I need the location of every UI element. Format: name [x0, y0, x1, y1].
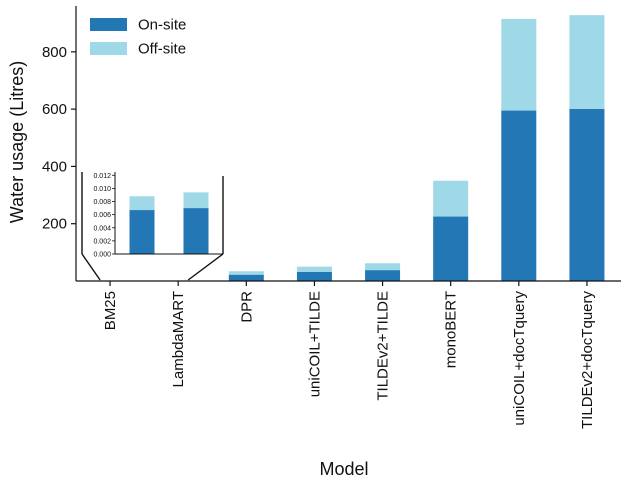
bar-off-site-tildev2+tilde — [365, 263, 401, 271]
y-tick-label: 800 — [42, 44, 67, 61]
x-tick-label: TILDEv2+TILDE — [375, 291, 392, 401]
bar-off-site-dpr — [228, 271, 264, 275]
y-tick-label: 200 — [42, 216, 67, 233]
inset-connector-right — [187, 253, 224, 281]
legend: On-site Off-site — [90, 17, 186, 58]
axes-layer: 200 400 600 800 BM25 LambdaMART DPR uniCOIL+TIL… — [42, 6, 621, 429]
x-axis-title: Model — [319, 459, 368, 479]
bar-off-site-tildev2+doctquery — [569, 15, 605, 109]
bar-off-site-unicoil+doctquery — [501, 18, 537, 111]
legend-label-on-site: On-site — [138, 17, 186, 34]
inset-bar-on-site-lambdamart — [183, 208, 209, 254]
bars-layer — [228, 15, 605, 282]
x-tick-label: BM25 — [102, 291, 119, 330]
x-tick-label: DPR — [238, 291, 255, 323]
legend-swatch-off-site — [90, 42, 127, 55]
x-tick-label: LambdaMART — [170, 291, 187, 387]
bar-on-site-tildev2+doctquery — [569, 108, 605, 282]
inset-bar-off-site-lambdamart — [183, 192, 209, 209]
bar-off-site-monobert — [433, 180, 469, 217]
bar-on-site-unicoil+tilde — [296, 271, 332, 281]
bar-on-site-dpr — [228, 274, 264, 281]
x-tick-label: uniCOIL+docTquery — [511, 291, 528, 426]
inset-y-tick-label: 0.004 — [93, 225, 111, 232]
bar-on-site-monobert — [433, 216, 469, 281]
inset-y-tick-label: 0.000 — [93, 252, 111, 259]
legend-label-off-site: Off-site — [138, 41, 186, 58]
inset-y-tick-label: 0.002 — [93, 238, 111, 245]
y-axis-title: Water usage (Litres) — [7, 61, 27, 223]
inset-bar-off-site-bm25 — [129, 196, 155, 211]
bar-off-site-unicoil+tilde — [296, 266, 332, 272]
bar-on-site-unicoil+doctquery — [501, 110, 537, 282]
bar-on-site-tildev2+tilde — [365, 270, 401, 281]
inset-chart: 0.000 0.002 0.004 0.006 0.008 0.010 0.012 — [81, 172, 224, 281]
x-tick-label: uniCOIL+TILDE — [306, 291, 323, 397]
y-tick-label: 400 — [42, 158, 67, 175]
inset-y-tick-label: 0.010 — [93, 186, 111, 193]
inset-bar-on-site-bm25 — [129, 210, 155, 254]
legend-swatch-on-site — [90, 18, 127, 31]
x-tick-label: monoBERT — [443, 291, 460, 368]
inset-y-tick-label: 0.008 — [93, 199, 111, 206]
inset-y-tick-label: 0.012 — [93, 173, 111, 180]
y-tick-label: 600 — [42, 101, 67, 118]
x-tick-label: TILDEv2+docTquery — [579, 291, 596, 429]
inset-connector-left — [81, 253, 101, 281]
inset-y-tick-label: 0.006 — [93, 212, 111, 219]
